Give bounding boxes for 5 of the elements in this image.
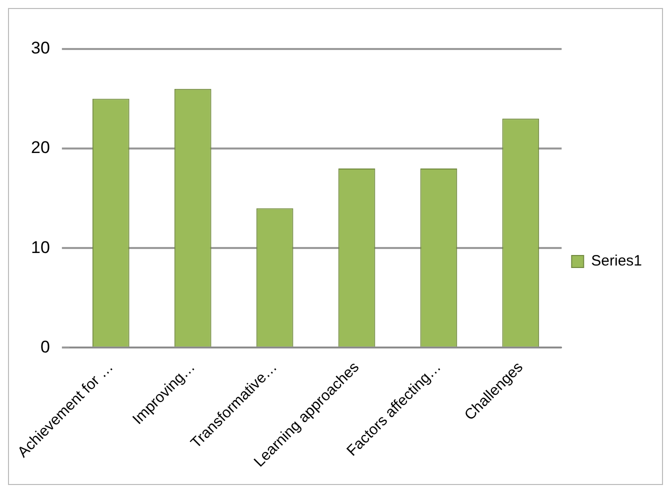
- y-tick-label: 10: [30, 238, 50, 257]
- y-tick-label: 0: [40, 337, 50, 356]
- legend-label: Series1: [591, 252, 642, 270]
- y-tick-label: 30: [30, 38, 50, 58]
- y-tick-label: 20: [30, 138, 50, 158]
